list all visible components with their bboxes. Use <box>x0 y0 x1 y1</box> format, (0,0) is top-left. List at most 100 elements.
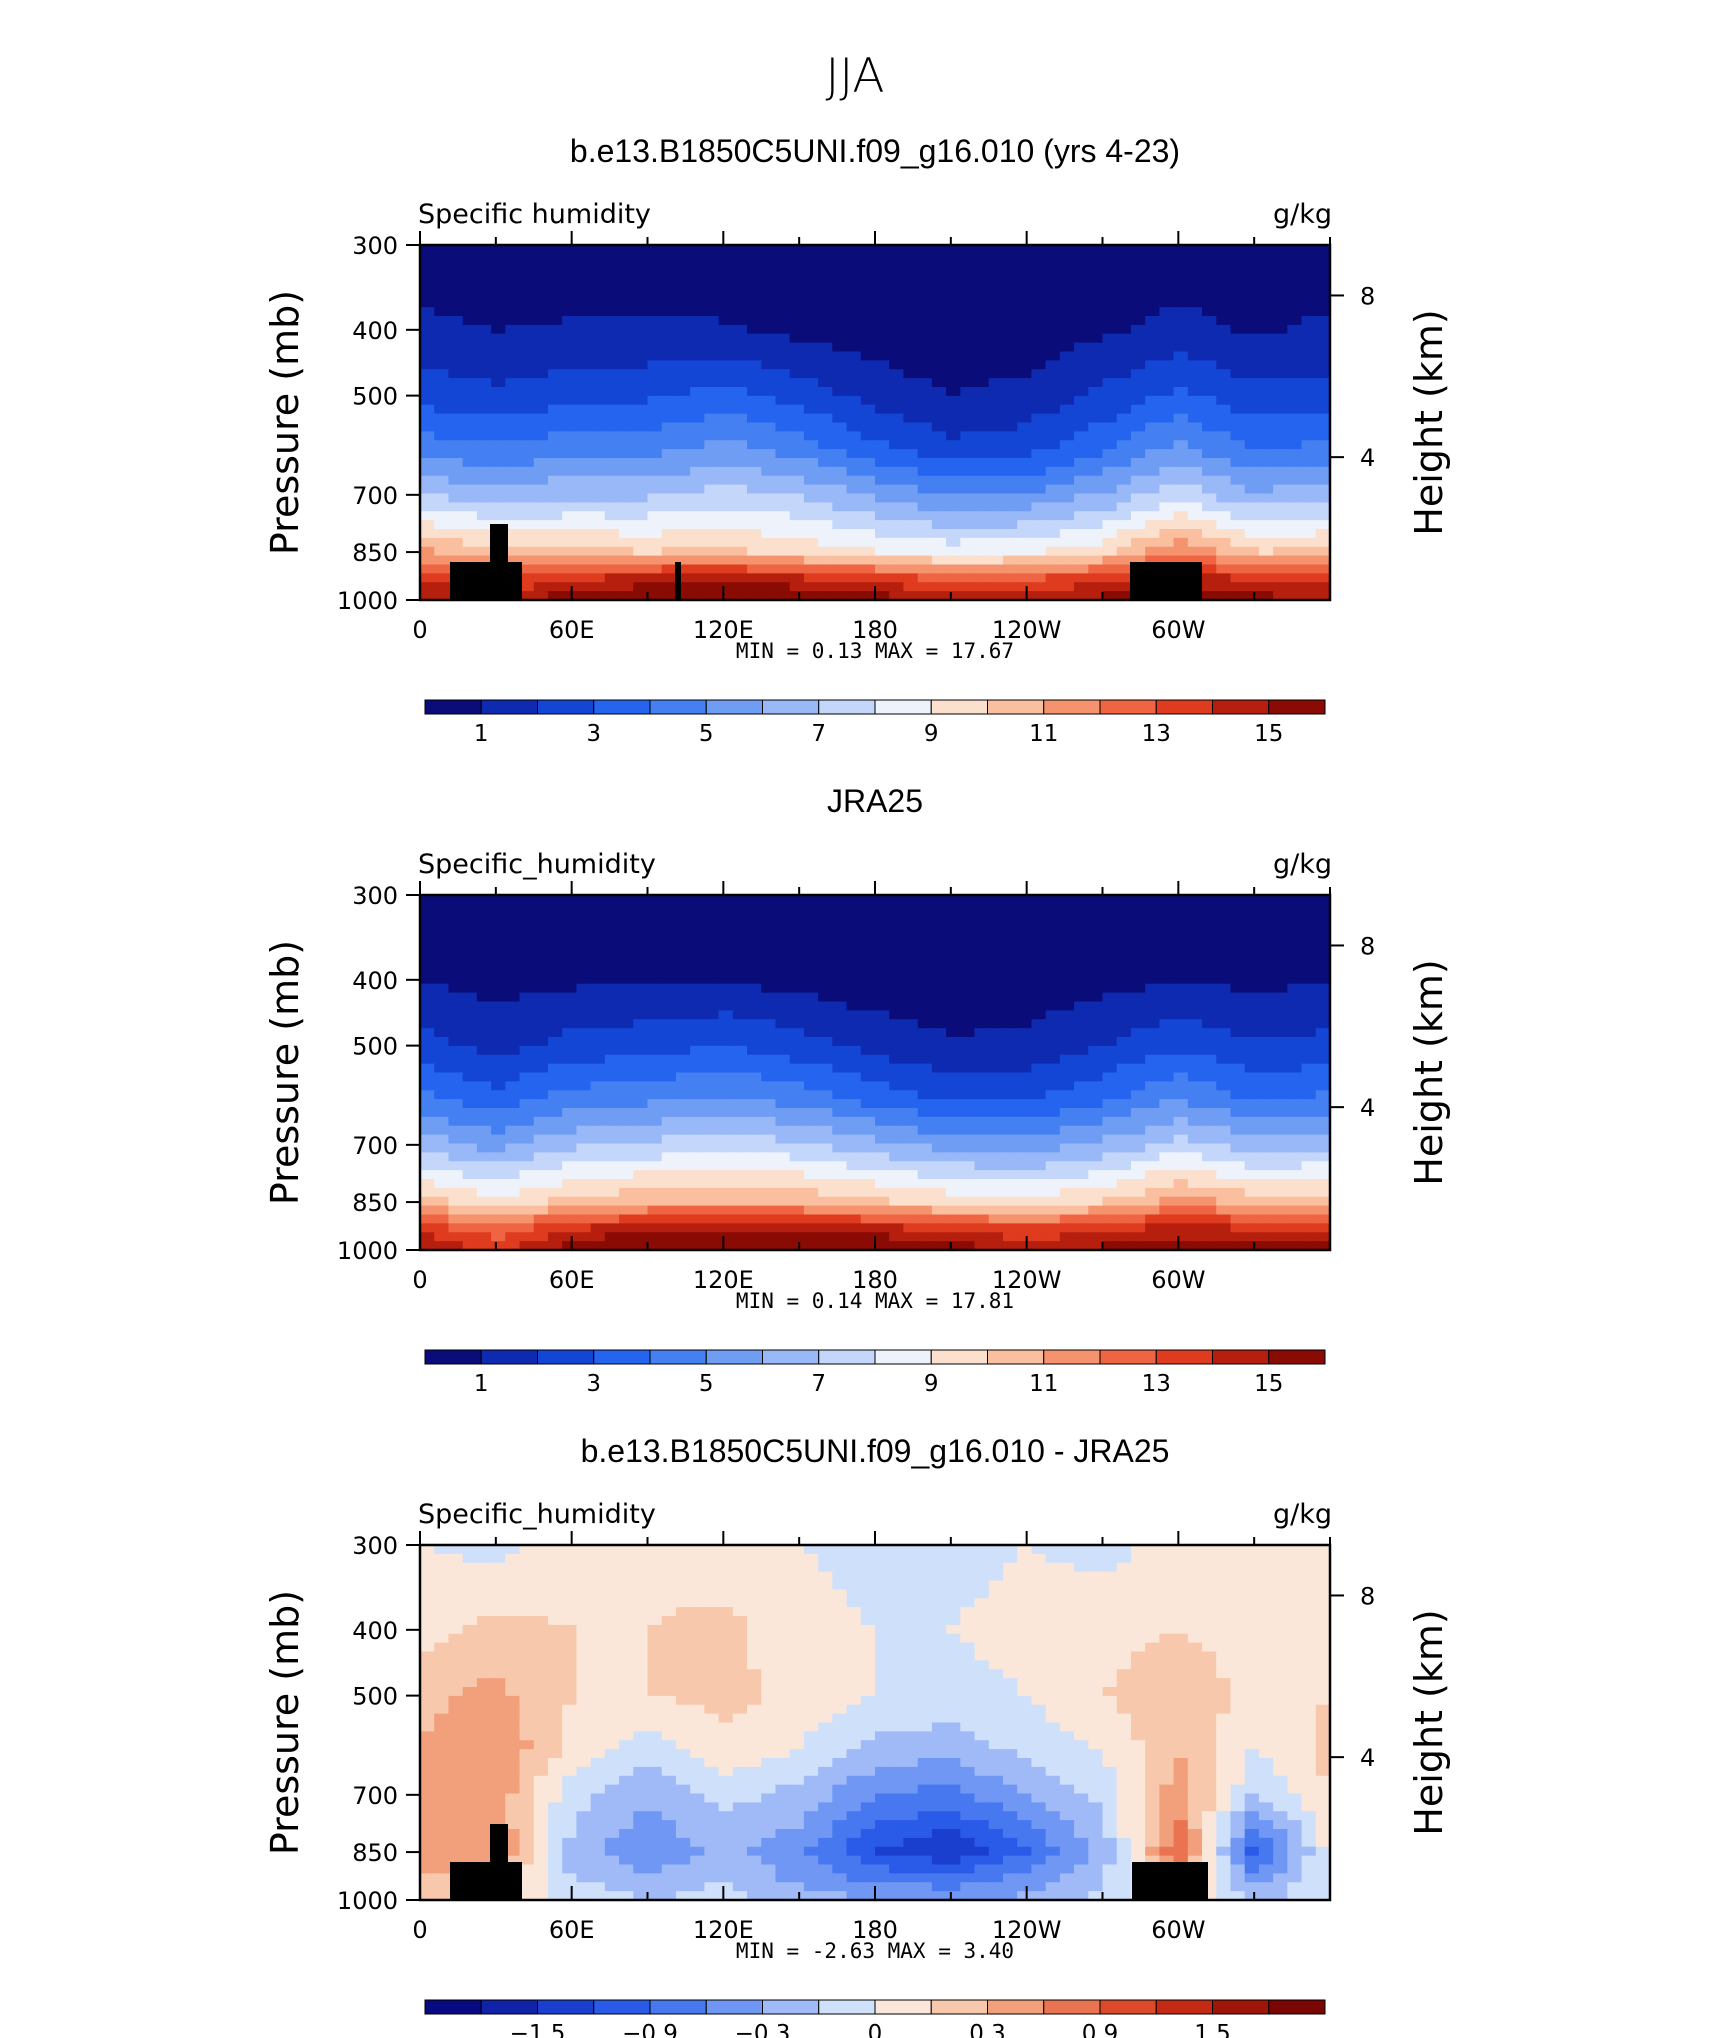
contour-cell <box>789 475 805 486</box>
contour-cell <box>533 895 549 905</box>
contour-cell <box>633 422 649 433</box>
contour-cell <box>619 1125 635 1136</box>
contour-cell <box>633 1001 649 1012</box>
contour-cell <box>917 1152 933 1163</box>
contour-cell <box>903 591 919 600</box>
contour-cell <box>1102 458 1118 468</box>
contour-cell <box>1315 413 1330 424</box>
contour-cell <box>633 1196 649 1207</box>
contour-cell <box>1017 1108 1033 1118</box>
contour-cell <box>633 520 649 530</box>
contour-cell <box>519 1170 535 1180</box>
contour-cell <box>1258 537 1274 548</box>
contour-cell <box>1173 930 1189 941</box>
contour-cell <box>1287 1037 1303 1047</box>
contour-cell <box>491 895 507 905</box>
contour-cell <box>1002 484 1018 495</box>
contour-cell <box>491 1108 507 1118</box>
contour-cell <box>661 1170 677 1180</box>
contour-cell <box>1315 1108 1330 1118</box>
contour-cell <box>704 966 720 976</box>
contour-cell <box>1273 957 1289 967</box>
contour-cell <box>448 413 464 424</box>
contour-cell <box>533 1063 549 1074</box>
contour-cell <box>1031 895 1047 905</box>
contour-cell <box>491 280 507 291</box>
contour-cell <box>917 387 933 397</box>
contour-cell <box>818 1187 834 1198</box>
contour-cell <box>1216 511 1232 521</box>
contour-cell <box>619 271 635 282</box>
contour-cell <box>1187 475 1203 486</box>
contour-cell <box>1102 387 1118 397</box>
colorbar: 1 3 5 7 9 11 13 15 <box>424 699 1326 747</box>
contour-cell <box>889 298 905 308</box>
contour-cell <box>1059 591 1075 600</box>
contour-cell <box>1074 983 1090 994</box>
contour-cell <box>604 413 620 424</box>
contour-cell <box>988 921 1004 932</box>
contour-cell <box>1002 546 1018 557</box>
contour-cell <box>917 1161 933 1171</box>
contour-cell <box>718 930 734 941</box>
contour-cell <box>704 1001 720 1012</box>
contour-cell <box>747 466 763 477</box>
contour-cell <box>619 1045 635 1056</box>
contour-cell <box>420 475 436 486</box>
contour-cell <box>1301 475 1317 486</box>
contour-cell <box>448 369 464 379</box>
contour-cell <box>1102 903 1118 914</box>
contour-cell <box>1173 912 1189 923</box>
contour-cell <box>704 262 720 273</box>
contour-cell <box>1017 333 1033 344</box>
contour-cell <box>747 1010 763 1021</box>
contour-cell <box>803 1134 819 1145</box>
contour-cell <box>1130 895 1146 905</box>
contour-cell <box>988 948 1004 958</box>
contour-cell <box>889 475 905 486</box>
contour-cell <box>803 1205 819 1216</box>
contour-cell <box>1059 324 1075 335</box>
contour-cell <box>931 360 947 371</box>
contour-cell <box>789 1116 805 1127</box>
contour-cell <box>448 404 464 415</box>
contour-cell <box>434 378 450 388</box>
contour-cell <box>448 1214 464 1225</box>
contour-cell <box>1202 458 1218 468</box>
contour-cell <box>732 1134 748 1145</box>
contour-cell <box>1017 1090 1033 1100</box>
contour-cell <box>1301 555 1317 566</box>
contour-cell <box>633 449 649 459</box>
contour-cell <box>434 395 450 406</box>
contour-cell <box>533 564 549 575</box>
contour-cell <box>1102 921 1118 932</box>
contour-cell <box>1230 1196 1246 1207</box>
contour-cell <box>889 1099 905 1109</box>
contour-cell <box>988 930 1004 941</box>
contour-cell <box>1287 1081 1303 1092</box>
contour-cell <box>960 458 976 468</box>
contour-cell <box>846 1205 862 1216</box>
contour-cell <box>476 1037 492 1047</box>
contour-cell <box>619 1134 635 1145</box>
contour-cell <box>960 484 976 495</box>
contour-cell <box>718 493 734 504</box>
contour-cell <box>533 591 549 600</box>
contour-cell <box>1088 298 1104 308</box>
contour-cell <box>647 939 663 950</box>
contour-cell <box>931 939 947 950</box>
contour-cell <box>690 1187 706 1198</box>
contour-cell <box>448 333 464 344</box>
contour-cell <box>590 591 606 600</box>
contour-cell <box>562 939 578 950</box>
contour-cell <box>633 1161 649 1171</box>
contour-cell <box>420 1108 436 1118</box>
contour-cell <box>1173 1072 1189 1083</box>
contour-cell <box>789 280 805 291</box>
contour-cell <box>1017 1099 1033 1109</box>
contour-cell <box>1315 493 1330 504</box>
contour-cell <box>1273 369 1289 379</box>
contour-cell <box>420 324 436 335</box>
contour-cell <box>761 360 777 371</box>
contour-cell <box>974 1116 990 1127</box>
